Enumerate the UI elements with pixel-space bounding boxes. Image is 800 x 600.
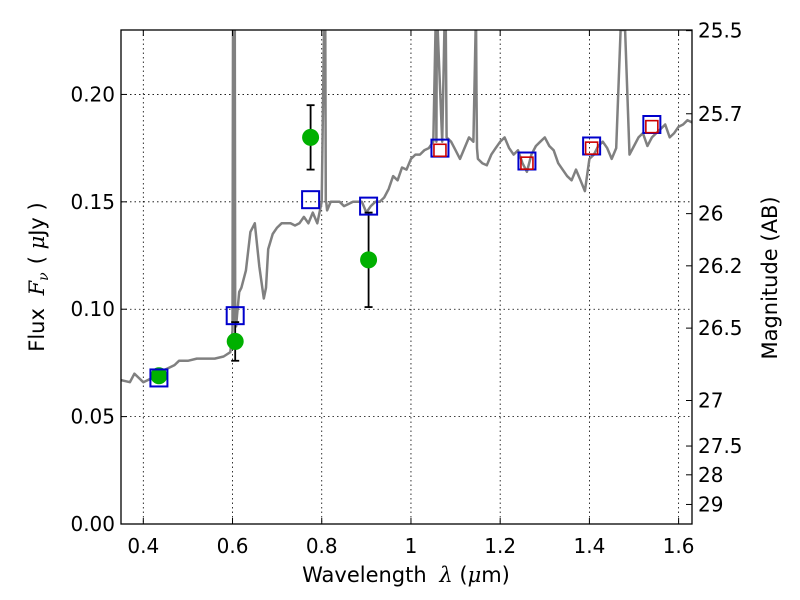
y-tick-label: 0.05 bbox=[70, 405, 115, 429]
y-axis-label: Flux Fν( μJy ) bbox=[25, 202, 52, 351]
y-tick-label: 0.00 bbox=[70, 512, 115, 536]
x-tick-label: 0.4 bbox=[127, 534, 159, 558]
y-tick-label: 0.15 bbox=[70, 190, 115, 214]
x-tick-label: 0.8 bbox=[306, 534, 338, 558]
blue-model-square bbox=[149, 368, 169, 388]
right-tick-label: 26 bbox=[698, 202, 723, 226]
green-detection-point bbox=[360, 251, 378, 269]
red-observed-square bbox=[584, 141, 599, 155]
right-tick-label: 29 bbox=[698, 492, 723, 516]
blue-model-square bbox=[225, 306, 245, 326]
error-bars bbox=[231, 104, 373, 362]
blue-model-square bbox=[301, 190, 321, 210]
x-axis-label: Wavelength λ (μm) bbox=[302, 563, 510, 587]
red-observed-square bbox=[520, 156, 534, 170]
right-tick-label: 25.7 bbox=[698, 102, 743, 126]
blue-model-square bbox=[359, 196, 379, 216]
x-tick-label: 1 bbox=[405, 534, 418, 558]
x-axis-ticks: 0.4 0.6 0.8 1 1.2 1.4 1.6 bbox=[127, 30, 695, 558]
x-tick-label: 0.6 bbox=[217, 534, 249, 558]
right-tick-label: 26.2 bbox=[698, 254, 743, 278]
y-axis-ticks: 0.00 0.05 0.10 0.15 0.20 bbox=[70, 82, 127, 536]
x-tick-label: 1.6 bbox=[663, 534, 695, 558]
right-tick-label: 27 bbox=[698, 389, 723, 413]
model-spectrum-line bbox=[121, 30, 692, 384]
y-tick-label: 0.20 bbox=[70, 82, 115, 106]
right-tick-label: 26.5 bbox=[698, 316, 743, 340]
data-markers bbox=[149, 115, 662, 388]
right-tick-label: 25.5 bbox=[698, 19, 743, 43]
y-tick-label: 0.10 bbox=[70, 297, 115, 321]
red-observed-square bbox=[645, 119, 659, 134]
red-observed-square bbox=[433, 143, 447, 158]
plot-frame bbox=[120, 29, 693, 525]
grid-lines bbox=[121, 30, 692, 525]
green-detection-point bbox=[302, 128, 320, 146]
right-axis-label: Magnitude (AB) bbox=[758, 196, 782, 359]
right-tick-label: 28 bbox=[698, 463, 723, 487]
right-axis-ticks: 25.5 25.7 26 26.2 26.5 27 27.5 28 29 bbox=[686, 19, 743, 516]
right-tick-label: 27.5 bbox=[698, 434, 743, 458]
x-tick-label: 1.2 bbox=[484, 534, 516, 558]
green-detection-point bbox=[226, 332, 244, 350]
x-tick-label: 1.4 bbox=[573, 534, 605, 558]
